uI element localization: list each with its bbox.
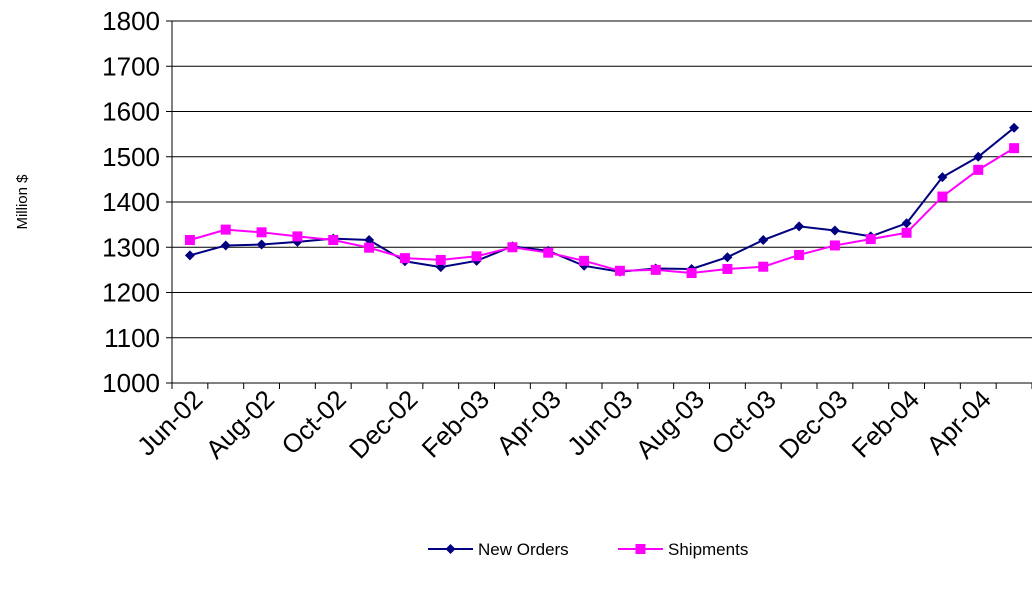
x-tick-label: Aug-03 xyxy=(630,384,710,464)
y-tick-labels: 1000 1100 1200 1300 1400 1500 1600 1700 1800 xyxy=(102,6,160,398)
data-point xyxy=(901,218,912,229)
y-tick-label: 1300 xyxy=(102,232,160,262)
x-tick-label: Dec-02 xyxy=(343,384,423,464)
legend: New Orders Shipments xyxy=(428,540,748,559)
x-tick-label: Feb-04 xyxy=(846,384,925,463)
data-point xyxy=(973,164,984,175)
data-point xyxy=(1009,122,1020,133)
x-tick-label: Oct-03 xyxy=(705,384,781,460)
y-tick-label: 1600 xyxy=(102,97,160,127)
legend-label: New Orders xyxy=(478,540,569,559)
data-point xyxy=(614,265,625,276)
data-point xyxy=(794,221,805,232)
data-point xyxy=(758,261,769,272)
legend-item: Shipments xyxy=(618,540,748,559)
legend-marker xyxy=(635,544,646,554)
y-tick-label: 1400 xyxy=(102,187,160,217)
data-point xyxy=(364,242,375,253)
y-tick-label: 1200 xyxy=(102,278,160,308)
data-point xyxy=(722,263,733,274)
y-tick-label: 1500 xyxy=(102,142,160,172)
data-point xyxy=(865,234,876,245)
series-layer xyxy=(184,122,1020,279)
data-point xyxy=(937,172,948,183)
data-point xyxy=(507,242,518,253)
gridlines xyxy=(166,20,1032,389)
data-point xyxy=(722,252,733,263)
series-shipments xyxy=(184,143,1020,279)
data-point xyxy=(1009,143,1020,154)
data-point xyxy=(364,235,375,246)
legend-label: Shipments xyxy=(668,540,748,559)
data-point xyxy=(256,239,267,250)
x-tick-label: Jun-03 xyxy=(561,384,638,461)
data-point xyxy=(220,224,231,235)
series-new-orders xyxy=(184,122,1020,277)
data-point xyxy=(292,231,303,242)
data-point xyxy=(220,240,231,251)
x-tick-label: Feb-03 xyxy=(416,384,495,463)
data-point xyxy=(328,235,339,246)
x-tick-label: Apr-04 xyxy=(920,384,996,460)
y-tick-label: 1100 xyxy=(104,323,160,353)
data-point xyxy=(579,255,590,266)
y-tick-label: 1000 xyxy=(102,368,160,398)
data-point xyxy=(256,227,267,238)
x-tick-label: Dec-03 xyxy=(773,384,853,464)
y-tick-label: 1700 xyxy=(102,51,160,81)
data-point xyxy=(901,227,912,238)
series-line xyxy=(189,127,1015,273)
data-point xyxy=(758,235,769,246)
data-point xyxy=(471,251,482,262)
x-tick-labels: Jun-02Aug-02Oct-02Dec-02Feb-03Apr-03Jun-… xyxy=(131,384,997,464)
data-point xyxy=(686,268,697,279)
data-point xyxy=(399,253,410,264)
data-point xyxy=(937,191,948,202)
x-tick-label: Aug-02 xyxy=(200,384,280,464)
data-point xyxy=(184,250,195,261)
x-tick-label: Oct-02 xyxy=(275,384,351,460)
data-point xyxy=(973,151,984,162)
data-point xyxy=(794,249,805,260)
data-point xyxy=(435,254,446,265)
data-point xyxy=(829,240,840,251)
legend-item: New Orders xyxy=(428,540,569,559)
data-point xyxy=(184,235,195,246)
data-point xyxy=(650,264,661,275)
x-tick-label: Apr-03 xyxy=(490,384,566,460)
y-axis-label: Million $ xyxy=(14,174,31,230)
data-point xyxy=(543,247,554,258)
legend-marker xyxy=(445,544,456,554)
series-line xyxy=(189,147,1015,275)
y-tick-label: 1800 xyxy=(102,6,160,36)
data-point xyxy=(829,225,840,236)
